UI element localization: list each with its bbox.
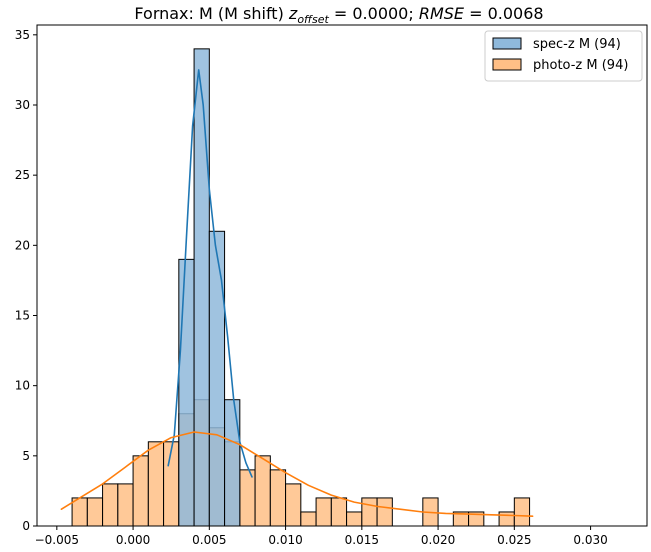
spec-z-bar — [224, 399, 241, 527]
x-tick-label: 0.005 — [192, 533, 226, 547]
x-tick-label: −0.005 — [35, 533, 79, 547]
photo-z-bar — [361, 497, 378, 527]
y-tick-label: 10 — [15, 379, 30, 393]
title-prefix: Fornax: M (M shift) — [134, 4, 289, 23]
y-tick-label: 15 — [15, 308, 30, 322]
plot-frame — [36, 24, 648, 527]
x-tick-label: 0.025 — [497, 533, 531, 547]
legend-label: photo-z M (94) — [533, 58, 628, 73]
photo-z-bar — [346, 511, 363, 527]
y-tick-label: 25 — [15, 168, 30, 182]
x-tick-label: 0.020 — [421, 533, 455, 547]
photo-z-bar — [269, 469, 287, 527]
photo-z-bar — [376, 497, 393, 527]
title-rmse-symbol: RMSE — [419, 4, 465, 23]
legend: spec-z M (94) photo-z M (94) — [484, 30, 643, 82]
legend-swatch — [492, 58, 522, 71]
photo-z-bar — [71, 497, 88, 527]
y-tick-label: 35 — [15, 28, 30, 42]
photo-z-bar — [330, 497, 348, 527]
photo-z-bar — [132, 455, 149, 527]
legend-label: spec-z M (94) — [533, 37, 621, 52]
title-z-symbol: z — [288, 4, 298, 23]
chart-title: Fornax: M (M shift) zoffset = 0.0000; RM… — [134, 4, 543, 26]
spec-z-bar — [208, 230, 226, 527]
y-tick-label: 0 — [22, 519, 30, 533]
photo-z-bar — [300, 511, 317, 527]
photo-z-bar — [254, 455, 271, 527]
y-tick-label: 20 — [15, 238, 30, 252]
x-tick-label: 0.030 — [573, 533, 607, 547]
photo-z-bar — [285, 483, 302, 527]
photo-z-bar — [86, 497, 104, 527]
title-z-subscript: offset — [297, 13, 329, 26]
legend-swatch — [492, 37, 522, 50]
x-tick-label: 0.015 — [345, 533, 379, 547]
spec-z-bar — [178, 258, 195, 527]
title-rmse-value: = 0.0068 — [464, 4, 544, 23]
photo-z-bar — [315, 497, 332, 527]
spec-z-bar — [193, 48, 210, 527]
photo-z-bar — [513, 497, 531, 527]
photo-z-bar — [498, 511, 515, 527]
title-z-value: = 0.0000; — [329, 4, 419, 23]
x-tick-label: 0.010 — [268, 533, 302, 547]
photo-z-bar — [147, 441, 165, 527]
spec-z-kde-line — [167, 69, 253, 478]
kde-curves — [60, 69, 534, 518]
photo-z-bar — [239, 469, 256, 527]
y-tick-label: 30 — [15, 98, 30, 112]
photo-z-bar — [102, 483, 119, 527]
photo-z-kde-line — [60, 431, 534, 518]
legend-box — [484, 30, 643, 82]
y-tick-label: 5 — [22, 449, 30, 463]
x-tick-label: 0.000 — [116, 533, 150, 547]
photo-z-bar — [117, 483, 134, 527]
axes: −0.005 0.000 0.005 0.010 0.015 0.020 0.025 0.03… — [15, 24, 648, 547]
